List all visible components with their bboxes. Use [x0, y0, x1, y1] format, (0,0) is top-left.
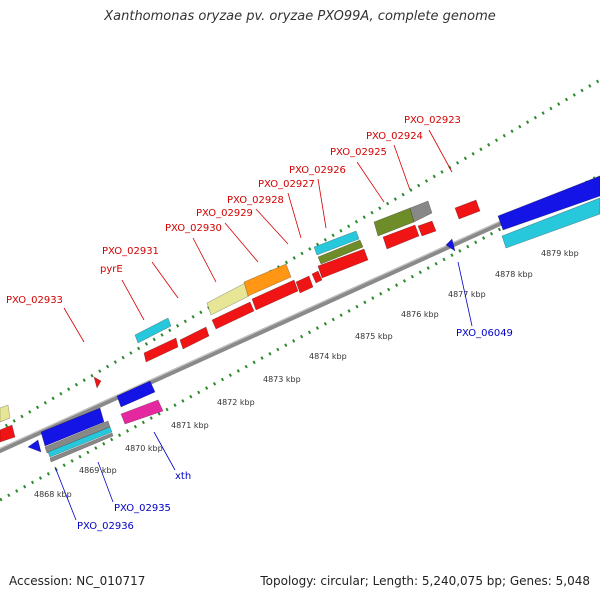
kbp-tick-label: 4871 kbp	[171, 421, 209, 430]
forward-gene-label[interactable]: PXO_02924	[366, 131, 423, 142]
forward-label-leader	[428, 129, 453, 173]
reverse-label-leader	[457, 261, 473, 327]
gene-feature-24	[116, 380, 156, 408]
gene-feature-22	[0, 404, 11, 423]
reverse-label-leader	[153, 431, 176, 471]
gene-feature-9	[311, 270, 323, 284]
forward-gene-label[interactable]: PXO_02927	[258, 179, 315, 190]
forward-label-leader	[192, 237, 217, 283]
gene-feature-20	[445, 238, 456, 252]
gene-feature-15	[382, 224, 420, 250]
gene-feature-21	[93, 376, 102, 389]
kbp-tick-label: 4869 kbp	[79, 466, 117, 475]
gene-feature-1	[134, 317, 172, 344]
kbp-tick-label: 4875 kbp	[355, 332, 393, 341]
reverse-gene-label[interactable]: PXO_06049	[456, 328, 513, 339]
forward-gene-label[interactable]: PXO_02928	[227, 195, 284, 206]
forward-gene-label[interactable]: PXO_02933	[6, 295, 63, 306]
gene-feature-2	[143, 337, 179, 363]
gene-feature-23	[0, 424, 16, 443]
gene-feature-25	[120, 399, 164, 425]
gene-feature-12	[317, 239, 364, 265]
kbp-tick-label: 4874 kbp	[309, 352, 347, 361]
forward-label-leader	[393, 144, 411, 191]
forward-gene-label[interactable]: PXO_02923	[404, 115, 461, 126]
accession-text: Accession: NC_010717	[9, 574, 146, 588]
kbp-tick-label: 4868 kbp	[34, 490, 72, 499]
gene-feature-4	[206, 282, 250, 316]
genome-backbone-highlight	[0, 175, 600, 450]
reverse-label-leader	[97, 461, 114, 503]
forward-label-leader	[356, 161, 385, 203]
forward-label-leader	[63, 307, 85, 343]
forward-gene-label[interactable]: PXO_02929	[196, 208, 253, 219]
gene-feature-7	[251, 279, 299, 311]
reverse-gene-label[interactable]: xth	[175, 471, 191, 482]
forward-label-leader	[224, 222, 259, 263]
gene-feature-11	[313, 230, 360, 256]
gene-feature-14	[409, 200, 433, 223]
kbp-tick-label: 4872 kbp	[217, 398, 255, 407]
forward-gene-label[interactable]: PXO_02925	[330, 147, 387, 158]
outer-dotted-scale	[0, 78, 600, 431]
gene-feature-16	[417, 220, 437, 237]
forward-gene-label[interactable]: pyrE	[100, 264, 123, 275]
kbp-tick-label: 4870 kbp	[125, 444, 163, 453]
kbp-tick-label: 4876 kbp	[401, 310, 439, 319]
forward-label-leader	[317, 178, 327, 229]
kbp-tick-label: 4879 kbp	[541, 249, 579, 258]
gene-feature-6	[243, 263, 292, 297]
gene-feature-28	[47, 426, 113, 458]
gene-feature-18	[497, 175, 600, 231]
forward-gene-label[interactable]: PXO_02930	[165, 223, 222, 234]
gene-feature-17	[454, 199, 481, 220]
inner-dotted-scale	[0, 173, 600, 502]
gene-feature-26	[40, 407, 105, 447]
genome-backbone	[0, 175, 600, 454]
kbp-tick-label: 4878 kbp	[495, 270, 533, 279]
gene-feature-5	[211, 301, 255, 330]
reverse-gene-label[interactable]: PXO_02936	[77, 521, 134, 532]
forward-label-leader	[287, 192, 302, 239]
kbp-tick-label: 4877 kbp	[448, 290, 486, 299]
forward-label-leader	[255, 208, 289, 245]
map-title: Xanthomonas oryzae pv. oryzae PXO99A, co…	[104, 9, 496, 24]
gene-feature-3	[179, 326, 210, 350]
reverse-label-leader	[54, 466, 77, 521]
forward-label-leader	[151, 261, 179, 299]
kbp-tick-label: 4873 kbp	[263, 375, 301, 384]
forward-gene-label[interactable]: PXO_02931	[102, 246, 159, 257]
forward-label-leader	[121, 279, 145, 321]
gene-feature-8	[295, 275, 314, 294]
gene-feature-30	[27, 439, 42, 453]
genome-summary-text: Topology: circular; Length: 5,240,075 bp…	[260, 574, 590, 588]
reverse-gene-label[interactable]: PXO_02935	[114, 503, 171, 514]
gene-feature-19	[501, 197, 600, 249]
gene-feature-29	[49, 432, 114, 463]
gene-feature-10	[317, 248, 369, 279]
forward-gene-label[interactable]: PXO_02926	[289, 165, 346, 176]
